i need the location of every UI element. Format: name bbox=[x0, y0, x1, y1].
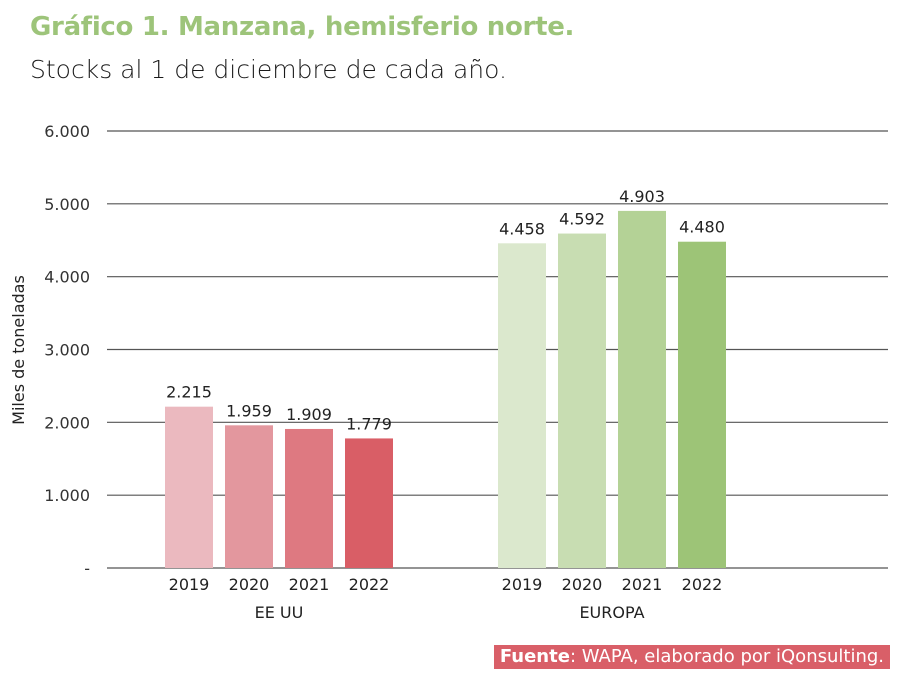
x-tick-label: 2021 bbox=[622, 575, 663, 594]
x-tick-label: 2022 bbox=[349, 575, 390, 594]
y-tick-label: 2.000 bbox=[44, 413, 90, 432]
bar bbox=[618, 210, 666, 568]
chart-title: Gráfico 1. Manzana, hemisferio norte. bbox=[30, 12, 575, 42]
y-tick-label: 5.000 bbox=[44, 195, 90, 214]
x-tick-label: 2020 bbox=[562, 575, 603, 594]
x-tick-label: 2020 bbox=[229, 575, 270, 594]
data-label: 1.779 bbox=[346, 414, 392, 433]
gridlines bbox=[107, 130, 888, 569]
y-axis-label: Miles de toneladas bbox=[9, 275, 28, 425]
data-label: 1.959 bbox=[226, 401, 272, 420]
x-tick-label: 2019 bbox=[169, 575, 210, 594]
data-label: 2.215 bbox=[166, 383, 212, 402]
x-tick-label: 2022 bbox=[682, 575, 723, 594]
group-labels: EE UU EUROPA bbox=[255, 603, 645, 622]
value-labels: 2.215 1.959 1.909 1.779 4.458 4.592 4.903 4.480 bbox=[166, 187, 725, 434]
bar bbox=[225, 425, 273, 568]
bar bbox=[498, 243, 546, 568]
y-tick-label: 1.000 bbox=[44, 486, 90, 505]
bar bbox=[558, 233, 606, 569]
bar bbox=[345, 438, 393, 568]
y-tick-label: 3.000 bbox=[44, 341, 90, 360]
group-label: EUROPA bbox=[579, 603, 644, 622]
source-text: : WAPA, elaborado por iQonsulting. bbox=[569, 646, 884, 667]
x-tick-label: 2019 bbox=[502, 575, 543, 594]
data-label: 4.903 bbox=[619, 187, 665, 206]
source-note: Fuente: WAPA, elaborado por iQonsulting. bbox=[493, 645, 890, 669]
data-label: 4.480 bbox=[679, 218, 725, 237]
category-labels: 2019 2020 2021 2022 2019 2020 2021 2022 bbox=[169, 575, 723, 594]
bar bbox=[678, 241, 726, 568]
y-tick-label: 4.000 bbox=[44, 268, 90, 287]
y-tick-labels: - 1.000 2.000 3.000 4.000 5.000 6.000 bbox=[44, 122, 90, 578]
group-label: EE UU bbox=[255, 603, 304, 622]
data-label: 1.909 bbox=[286, 405, 332, 424]
bar bbox=[165, 406, 213, 568]
source-bold-label: Fuente bbox=[499, 646, 570, 667]
data-label: 4.592 bbox=[559, 210, 605, 229]
bars bbox=[165, 210, 726, 569]
y-tick-label: 6.000 bbox=[44, 122, 90, 141]
bar bbox=[285, 428, 333, 568]
y-tick-label: - bbox=[84, 559, 90, 578]
data-label: 4.458 bbox=[499, 219, 545, 238]
chart-subtitle: Stocks al 1 de diciembre de cada año. bbox=[30, 55, 507, 84]
x-tick-label: 2021 bbox=[289, 575, 330, 594]
